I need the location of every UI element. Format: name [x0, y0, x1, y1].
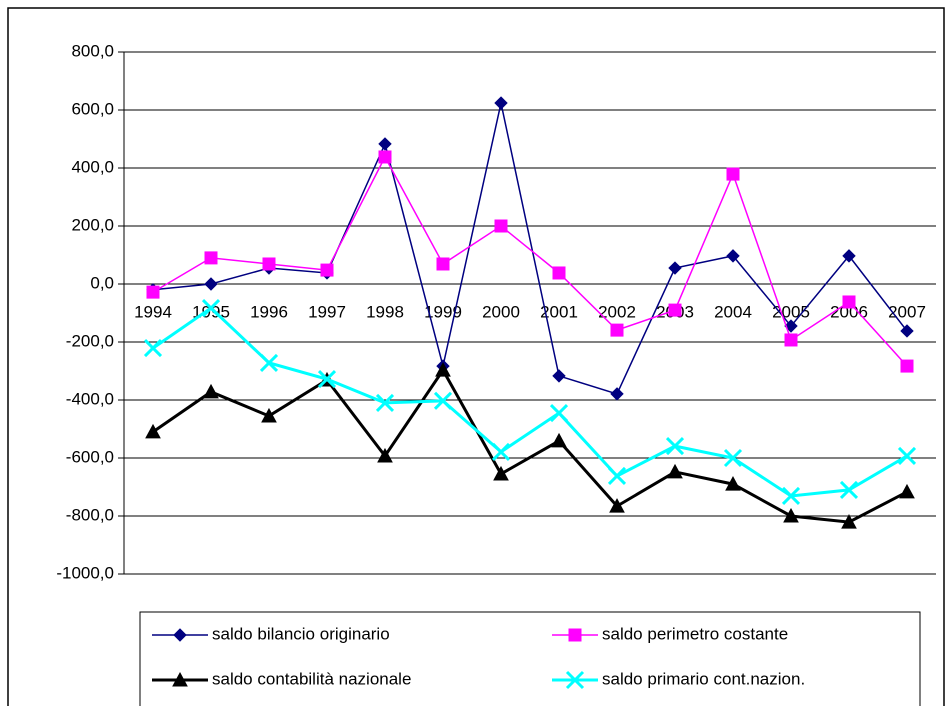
marker	[784, 319, 798, 333]
marker	[494, 96, 508, 110]
marker	[668, 261, 682, 275]
marker	[610, 323, 624, 337]
series	[146, 96, 914, 401]
marker	[317, 370, 337, 389]
marker	[146, 285, 160, 299]
marker	[436, 257, 450, 271]
marker	[899, 483, 915, 499]
marker	[726, 249, 740, 263]
marker	[900, 359, 914, 373]
legend-marker	[173, 628, 187, 642]
marker	[261, 407, 277, 423]
marker	[552, 266, 566, 280]
y-tick-label: 600,0	[71, 99, 114, 118]
marker	[143, 339, 163, 358]
marker	[201, 299, 221, 318]
marker	[204, 277, 218, 291]
marker	[203, 383, 219, 399]
marker	[842, 249, 856, 263]
marker	[784, 333, 798, 347]
legend-marker	[172, 671, 188, 687]
x-tick-label: 2001	[540, 302, 578, 321]
marker	[841, 514, 857, 529]
marker	[897, 446, 917, 466]
marker	[259, 353, 279, 372]
marker	[839, 480, 859, 499]
marker	[494, 219, 508, 233]
x-tick-label: 1996	[250, 302, 288, 321]
marker	[667, 463, 683, 479]
series	[146, 150, 914, 373]
marker	[433, 391, 453, 410]
marker	[783, 507, 799, 523]
marker	[377, 447, 393, 463]
marker	[375, 393, 395, 412]
x-tick-label: 2002	[598, 302, 636, 321]
marker	[320, 263, 334, 277]
marker	[549, 403, 569, 423]
y-tick-label: 800,0	[71, 41, 114, 60]
x-tick-label: 1997	[308, 302, 346, 321]
legend-label: saldo perimetro costante	[602, 624, 788, 643]
marker	[145, 423, 161, 439]
x-tick-label: 2007	[888, 302, 926, 321]
y-tick-label: -1000,0	[56, 563, 114, 582]
marker	[726, 167, 740, 181]
marker	[552, 369, 566, 383]
y-tick-label: -600,0	[66, 447, 114, 466]
marker	[378, 150, 392, 164]
marker	[551, 432, 567, 448]
y-tick-label: 400,0	[71, 157, 114, 176]
x-tick-label: 2006	[830, 302, 868, 321]
marker	[609, 498, 625, 513]
y-tick-label: -200,0	[66, 331, 114, 350]
series-line	[152, 306, 908, 498]
legend-box	[139, 611, 921, 706]
legend-label: saldo primario cont.nazion.	[602, 669, 805, 688]
marker	[378, 137, 392, 151]
marker	[607, 466, 627, 486]
y-tick-label: 0,0	[90, 273, 114, 292]
x-tick-label: 2000	[482, 302, 520, 321]
series	[143, 299, 917, 506]
marker	[665, 437, 685, 456]
marker	[435, 362, 451, 377]
marker	[723, 448, 743, 468]
marker	[491, 442, 511, 461]
chart-border	[7, 7, 945, 706]
legend-label: saldo contabilità nazionale	[212, 669, 411, 688]
marker	[610, 387, 624, 401]
legend-label: saldo bilancio originario	[212, 624, 390, 643]
y-tick-label: -800,0	[66, 505, 114, 524]
legend-marker	[565, 670, 585, 690]
marker	[668, 303, 682, 317]
y-tick-label: 200,0	[71, 215, 114, 234]
x-tick-label: 1998	[366, 302, 404, 321]
marker	[262, 257, 276, 271]
x-tick-label: 2004	[714, 302, 752, 321]
series	[145, 362, 915, 529]
legend-marker	[568, 628, 582, 642]
series-line	[152, 155, 908, 367]
marker	[900, 324, 914, 338]
marker	[204, 251, 218, 265]
series-line	[152, 367, 908, 524]
x-tick-label: 1994	[134, 302, 172, 321]
marker	[842, 295, 856, 309]
x-tick-label: 1999	[424, 302, 462, 321]
y-tick-label: -400,0	[66, 389, 114, 408]
marker	[781, 486, 801, 506]
marker	[725, 476, 741, 491]
x-tick-label: 2005	[772, 302, 810, 321]
marker	[493, 465, 509, 481]
